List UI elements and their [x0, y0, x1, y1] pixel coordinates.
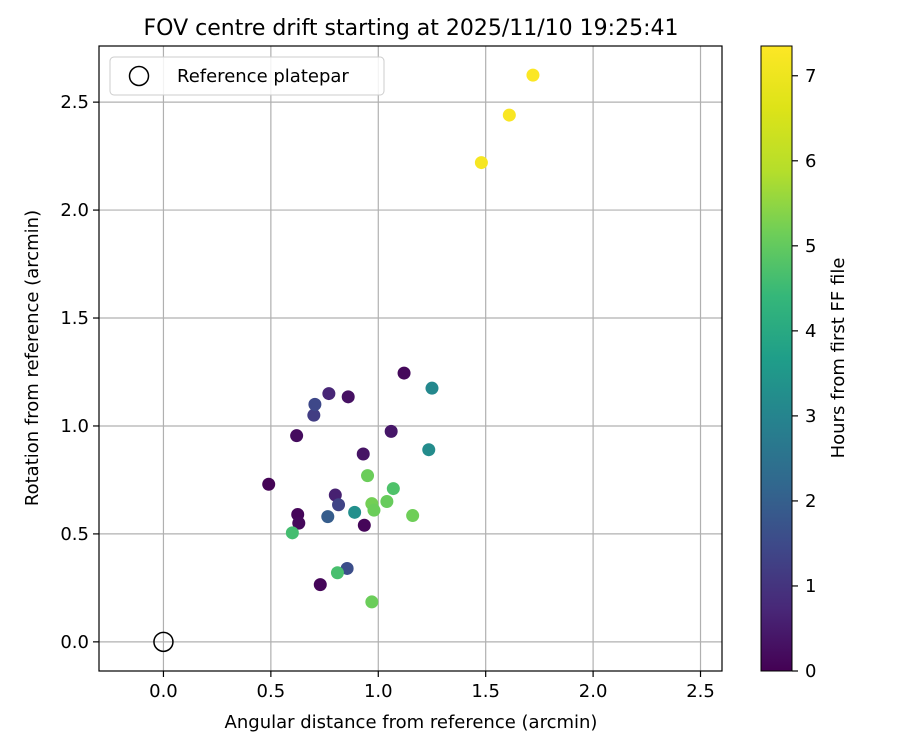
scatter-points: [153, 68, 540, 653]
legend-marker-icon: [128, 65, 150, 87]
data-point: [397, 366, 411, 380]
x-tick-label: 1.0: [364, 681, 393, 702]
y-tick-label: 1.0: [60, 416, 89, 437]
data-point: [285, 526, 299, 540]
colorbar: [760, 45, 793, 672]
colorbar-label: Hours from first FF file: [828, 258, 849, 459]
colorbar-tick-label: 4: [805, 321, 816, 342]
plot-frame: [98, 45, 723, 672]
x-tick-label: 1.5: [471, 681, 500, 702]
data-point: [307, 408, 321, 422]
x-axis-ticks: 0.0 0.5 1.0 1.5 2.0 2.5: [149, 671, 715, 702]
data-point: [367, 503, 381, 517]
data-point: [290, 429, 304, 443]
data-point: [262, 477, 276, 491]
grid: [99, 46, 722, 671]
x-tick-label: 2.0: [579, 681, 608, 702]
data-point: [330, 566, 344, 580]
y-axis-ticks: 0.0 0.5 1.0 1.5 2.0 2.5: [60, 92, 99, 653]
data-point: [292, 516, 306, 530]
data-point: [365, 595, 379, 609]
colorbar-tick-label: 7: [805, 66, 816, 87]
y-tick-label: 1.5: [60, 308, 89, 329]
legend-label: Reference platepar: [177, 66, 349, 87]
data-point: [340, 561, 354, 575]
x-tick-label: 2.5: [686, 681, 715, 702]
data-point: [356, 447, 370, 461]
colorbar-tick-label: 3: [805, 406, 816, 427]
legend-box: [109, 56, 385, 96]
data-point: [322, 387, 336, 401]
data-point: [422, 443, 436, 457]
data-point: [380, 495, 394, 509]
data-point: [313, 578, 327, 592]
colorbar-tick-label: 6: [805, 151, 816, 172]
data-point: [348, 505, 362, 519]
colorbar-tick-label: 0: [805, 661, 816, 682]
colorbar-ticks: 0 1 2 3 4 5 6 7: [792, 66, 816, 682]
x-axis-label: Angular distance from reference (arcmin): [225, 712, 598, 733]
data-point: [386, 482, 400, 496]
data-point: [526, 68, 540, 82]
data-point: [332, 498, 346, 512]
data-point: [357, 518, 371, 532]
colorbar-tick-label: 5: [805, 236, 816, 257]
y-axis-label: Rotation from reference (arcmin): [22, 210, 43, 506]
x-tick-label: 0.5: [257, 681, 286, 702]
data-point: [308, 397, 322, 411]
data-point: [502, 108, 516, 122]
y-tick-label: 2.0: [60, 200, 89, 221]
colorbar-tick-label: 2: [805, 491, 816, 512]
y-tick-label: 2.5: [60, 92, 89, 113]
data-point: [474, 156, 488, 170]
data-point: [384, 424, 398, 438]
y-tick-label: 0.5: [60, 524, 89, 545]
chart-title: FOV centre drift starting at 2025/11/10 …: [144, 16, 679, 41]
data-point: [406, 509, 420, 523]
data-point: [321, 510, 335, 524]
data-point: [425, 381, 439, 395]
colorbar-tick-label: 1: [805, 576, 816, 597]
y-tick-label: 0.0: [60, 632, 89, 653]
legend: Reference platepar: [109, 56, 385, 96]
data-point: [361, 469, 375, 483]
x-tick-label: 0.0: [149, 681, 178, 702]
data-point: [341, 390, 355, 404]
reference-point-marker: [153, 631, 174, 653]
